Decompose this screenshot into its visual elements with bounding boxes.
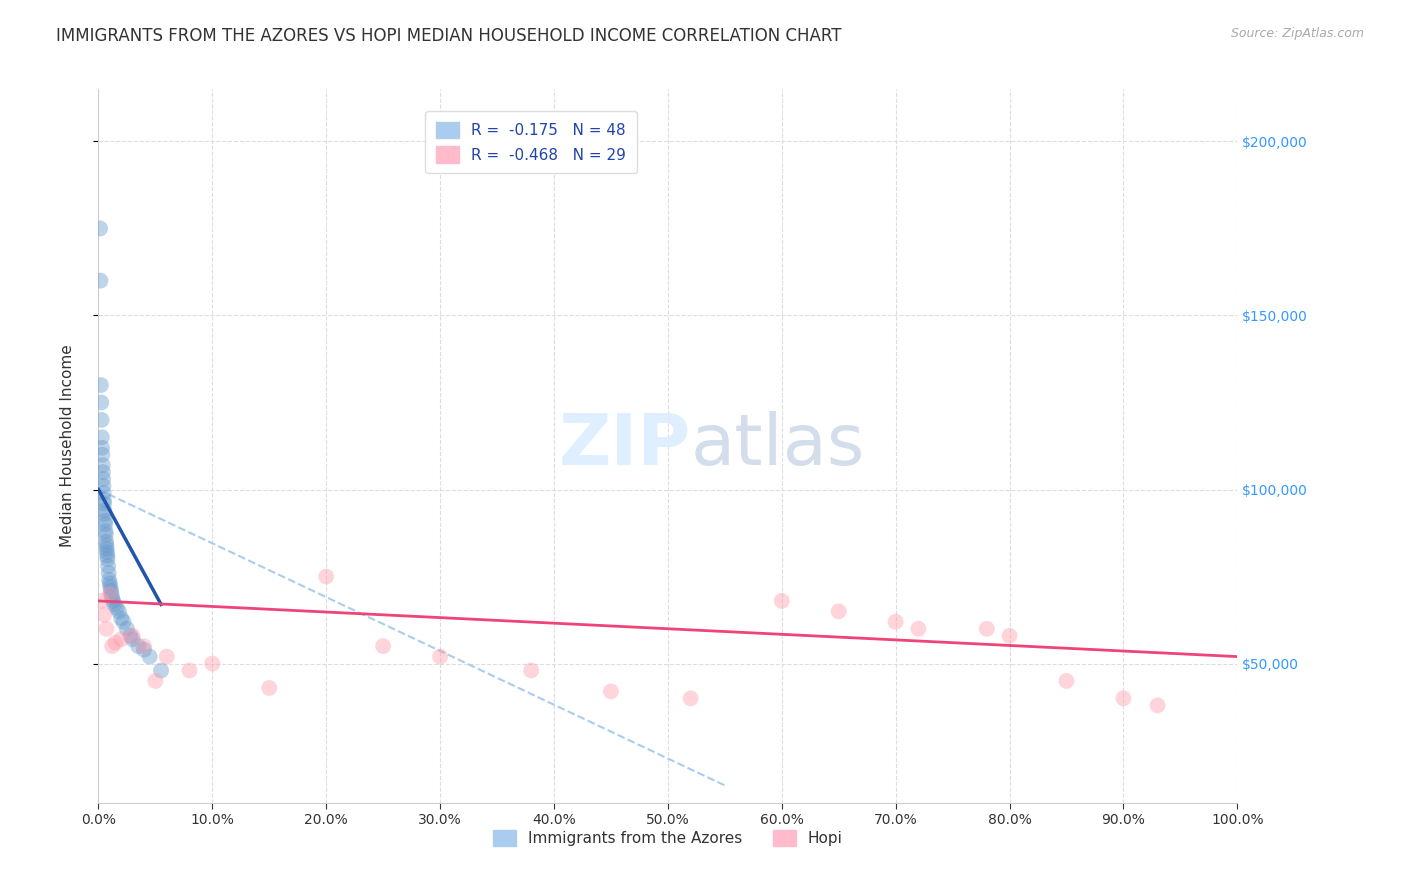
Point [100, 583, 122, 598]
Point [96, 534, 118, 549]
Point [770, 594, 793, 608]
Point [371, 639, 394, 653]
Point [121, 632, 143, 647]
Point [120, 629, 142, 643]
Point [907, 622, 929, 636]
Point [96, 622, 118, 636]
Point [138, 649, 160, 664]
Point [91, 448, 114, 462]
Point [91, 465, 114, 479]
Point [90, 413, 112, 427]
Point [98, 573, 121, 587]
Point [179, 664, 201, 678]
Point [97, 559, 120, 574]
Text: IMMIGRANTS FROM THE AZORES VS HOPI MEDIAN HOUSEHOLD INCOME CORRELATION CHART: IMMIGRANTS FROM THE AZORES VS HOPI MEDIA… [56, 27, 842, 45]
Point [127, 639, 149, 653]
Point [1112, 691, 1135, 706]
Point [90, 430, 112, 444]
Point [93, 496, 115, 510]
Point [93, 492, 115, 507]
Point [96, 545, 118, 559]
Point [93, 486, 115, 500]
Point [150, 664, 173, 678]
Point [91, 441, 114, 455]
Point [1056, 673, 1078, 688]
Point [156, 649, 179, 664]
Point [98, 587, 121, 601]
Point [103, 594, 125, 608]
Point [828, 604, 851, 618]
Point [93, 507, 115, 521]
Point [520, 664, 543, 678]
Point [259, 681, 281, 695]
Text: ZIP: ZIP [558, 411, 690, 481]
Point [121, 629, 143, 643]
Point [97, 566, 120, 580]
Point [105, 600, 128, 615]
Point [93, 607, 115, 622]
Point [145, 673, 167, 688]
Point [429, 649, 451, 664]
Point [94, 517, 117, 532]
Point [600, 684, 623, 698]
Y-axis label: Median Household Income: Median Household Income [60, 344, 75, 548]
Point [100, 580, 122, 594]
Text: Source: ZipAtlas.com: Source: ZipAtlas.com [1230, 27, 1364, 40]
Point [315, 569, 337, 583]
Point [98, 576, 121, 591]
Point [976, 622, 998, 636]
Point [94, 528, 117, 542]
Point [96, 541, 118, 556]
Point [108, 604, 131, 618]
Point [101, 591, 124, 605]
Legend: Immigrants from the Azores, Hopi: Immigrants from the Azores, Hopi [486, 824, 849, 852]
Point [110, 611, 132, 625]
Point [91, 458, 114, 472]
Point [96, 549, 118, 563]
Point [104, 635, 127, 649]
Point [90, 395, 112, 409]
Point [115, 622, 138, 636]
Point [998, 629, 1021, 643]
Point [132, 642, 155, 657]
Point [101, 639, 124, 653]
Point [110, 632, 132, 647]
Point [132, 639, 155, 653]
Text: atlas: atlas [690, 411, 865, 481]
Point [89, 274, 111, 288]
Point [884, 615, 907, 629]
Point [96, 538, 118, 552]
Point [100, 587, 122, 601]
Point [112, 615, 135, 629]
Point [201, 657, 224, 671]
Point [93, 479, 115, 493]
Point [90, 378, 112, 392]
Point [90, 594, 112, 608]
Point [93, 503, 115, 517]
Point [94, 524, 117, 539]
Point [1146, 698, 1168, 713]
Point [89, 221, 111, 235]
Point [96, 552, 118, 566]
Point [103, 598, 125, 612]
Point [94, 514, 117, 528]
Point [91, 472, 114, 486]
Point [679, 691, 702, 706]
